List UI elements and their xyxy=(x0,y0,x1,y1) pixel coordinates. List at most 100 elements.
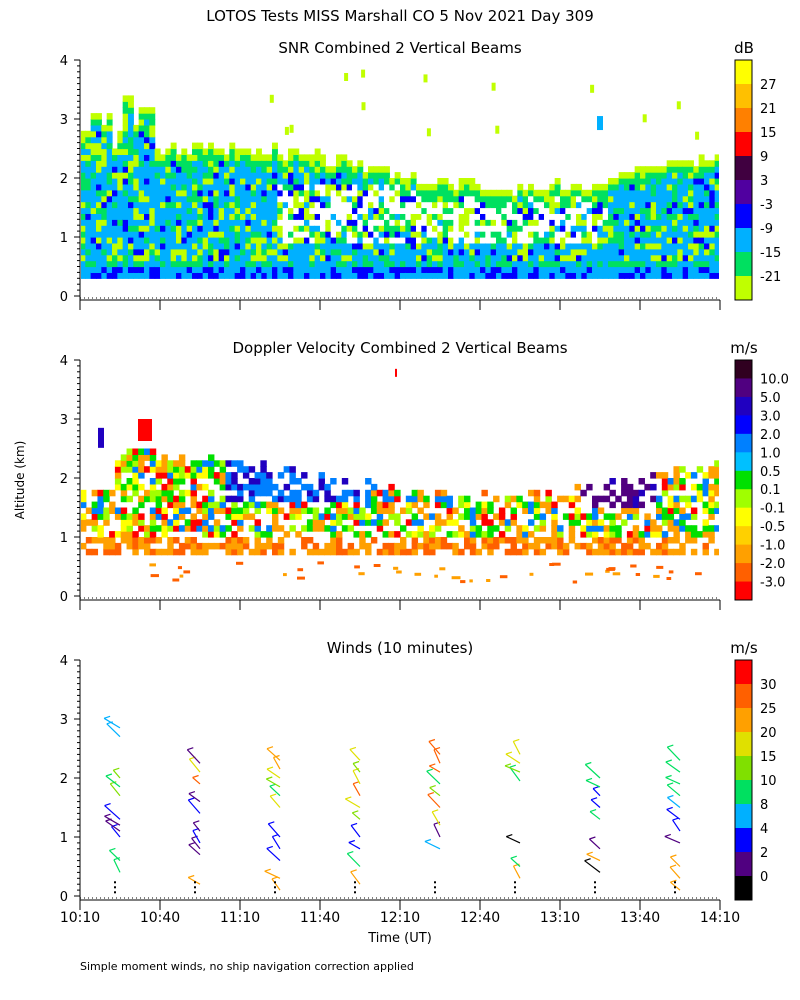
snr-cell xyxy=(389,231,396,238)
doppler-cell xyxy=(178,472,186,479)
snr-cell xyxy=(165,189,172,197)
doppler-cell xyxy=(295,478,302,485)
snr-cell xyxy=(442,195,449,203)
snr-cell xyxy=(480,207,486,214)
snr-cell xyxy=(81,248,86,256)
doppler-cell xyxy=(231,513,238,520)
snr-cell xyxy=(133,136,140,144)
snr-cell xyxy=(81,266,86,273)
doppler-cell xyxy=(254,507,261,514)
snr-cell xyxy=(245,225,252,232)
snr-cell xyxy=(357,272,364,279)
colorbar-label: 2.0 xyxy=(760,428,781,443)
snr-cell xyxy=(698,254,705,262)
snr-cell xyxy=(693,260,700,268)
snr-cell xyxy=(704,160,710,167)
snr-cell xyxy=(250,207,257,214)
y-tick-label: 1 xyxy=(60,831,68,846)
colorbar-label: 10 xyxy=(760,774,777,789)
snr-cell xyxy=(517,201,524,209)
snr-cell xyxy=(245,219,252,226)
snr-cell xyxy=(266,237,273,244)
snr-cell xyxy=(400,266,406,273)
snr-cell xyxy=(538,213,545,220)
snr-cell xyxy=(304,231,310,238)
snr-cell xyxy=(81,219,86,226)
snr-cell xyxy=(570,189,577,197)
snr-cell xyxy=(293,260,300,268)
doppler-cell xyxy=(592,548,599,556)
snr-cell xyxy=(549,254,556,262)
snr-cell xyxy=(709,207,716,214)
snr-cell xyxy=(213,160,220,167)
snr-cell xyxy=(154,195,161,203)
snr-cell xyxy=(490,207,497,214)
snr-cell xyxy=(149,166,156,173)
snr-cell xyxy=(506,237,513,244)
snr-cell xyxy=(485,248,492,256)
snr-cell xyxy=(346,254,353,262)
snr-cell xyxy=(592,266,598,273)
snr-cell xyxy=(138,183,145,191)
snr-cell xyxy=(149,272,156,279)
snr-cell xyxy=(149,237,156,244)
doppler-cell xyxy=(388,542,395,550)
doppler-cell xyxy=(388,483,395,491)
snr-cell xyxy=(464,189,470,197)
doppler-cell xyxy=(661,472,669,479)
snr-cell xyxy=(176,201,182,209)
doppler-cell xyxy=(458,495,465,503)
snr-cell xyxy=(656,237,662,244)
snr-cell xyxy=(629,242,636,250)
snr-cell xyxy=(229,207,236,214)
doppler-cell xyxy=(632,489,640,497)
doppler-cell xyxy=(144,466,151,473)
snr-cell xyxy=(197,254,204,262)
snr-cell xyxy=(336,272,342,279)
x-tick-label: 10:40 xyxy=(140,910,180,926)
doppler-cell xyxy=(120,507,128,514)
snr-cell xyxy=(320,242,326,250)
snr-cell xyxy=(282,248,289,256)
snr-cell xyxy=(96,201,102,209)
snr-cell xyxy=(85,130,92,138)
snr-cell xyxy=(357,231,364,238)
doppler-cell xyxy=(109,537,116,544)
snr-cell xyxy=(261,219,268,226)
snr-cell xyxy=(112,225,118,232)
wind-barb-flag xyxy=(506,834,513,838)
snr-cell xyxy=(458,183,465,191)
snr-cell xyxy=(592,219,598,226)
wind-barb-flag xyxy=(105,773,113,777)
snr-cell xyxy=(544,254,550,262)
snr-cell xyxy=(357,178,364,185)
snr-cell xyxy=(432,225,438,232)
snr-cell xyxy=(634,207,641,214)
wind-barb xyxy=(266,768,281,779)
snr-cell xyxy=(229,172,236,179)
snr-cell xyxy=(192,248,198,256)
doppler-cell xyxy=(365,501,372,509)
doppler-cell xyxy=(667,495,675,503)
doppler-cell xyxy=(632,531,640,538)
doppler-cell xyxy=(312,548,320,556)
snr-cell xyxy=(378,195,385,203)
snr-cell xyxy=(250,248,257,256)
snr-cell xyxy=(314,148,321,155)
snr-cell xyxy=(485,254,492,262)
doppler-cell xyxy=(621,548,628,556)
doppler-cell xyxy=(597,495,605,503)
doppler-cell xyxy=(126,525,133,532)
snr-cell xyxy=(666,254,673,262)
snr-cell xyxy=(560,231,566,238)
snr-cell xyxy=(362,189,369,197)
snr-cell xyxy=(645,260,652,268)
snr-cell xyxy=(693,219,700,226)
snr-cell xyxy=(490,266,497,273)
snr-cell xyxy=(682,189,689,197)
snr-cell xyxy=(405,207,412,214)
snr-cell xyxy=(704,242,710,250)
snr-cell xyxy=(650,213,657,220)
snr-cell xyxy=(336,189,342,197)
